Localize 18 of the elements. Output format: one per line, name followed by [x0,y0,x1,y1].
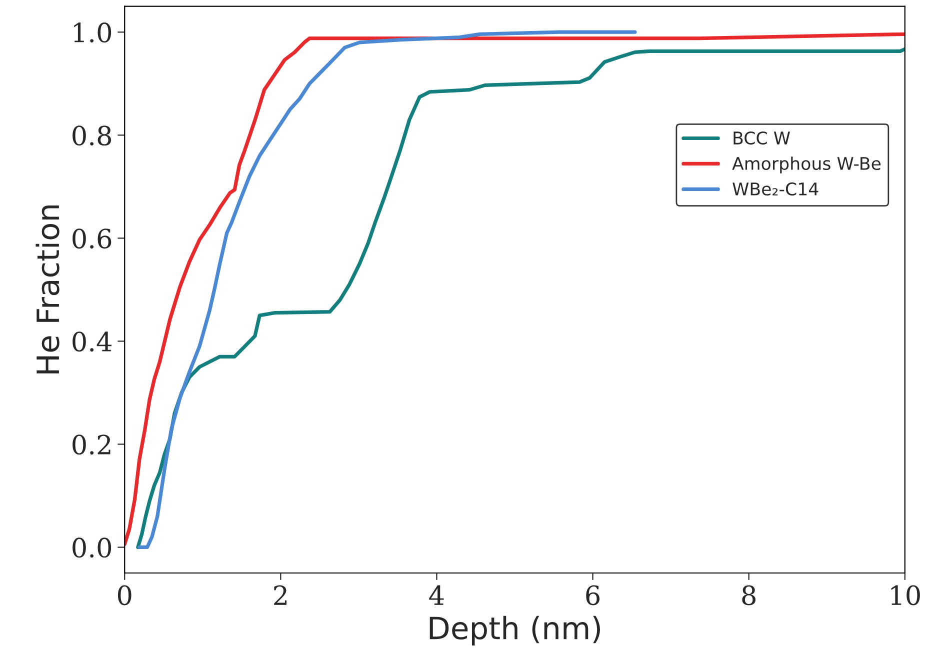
x-axis-title: Depth (nm) [430,616,600,646]
y-axis-title: He Fraction [36,206,60,374]
x-tick-label: 6 [586,585,600,606]
line-series [138,30,637,550]
x-tick-label: 8 [742,585,756,606]
y-tick-label: 0.4 [72,332,112,352]
x-tick-label: 10 [891,585,920,606]
x-tick-label: 2 [274,585,286,605]
y-tick-label: 0.0 [72,538,112,558]
y-tick-label: 0.8 [72,126,112,146]
legend-label: WBe₂-C14 [732,182,818,196]
y-tick-label: 1.0 [74,22,112,43]
y-tick-label: 0.6 [72,228,112,249]
x-tick-label: 0 [118,585,132,606]
y-tick-label: 0.2 [72,434,110,455]
legend-label: BCC W [734,131,790,145]
legend-label: Amorphous W-Be [732,156,881,174]
x-tick-label: 4 [429,585,444,605]
